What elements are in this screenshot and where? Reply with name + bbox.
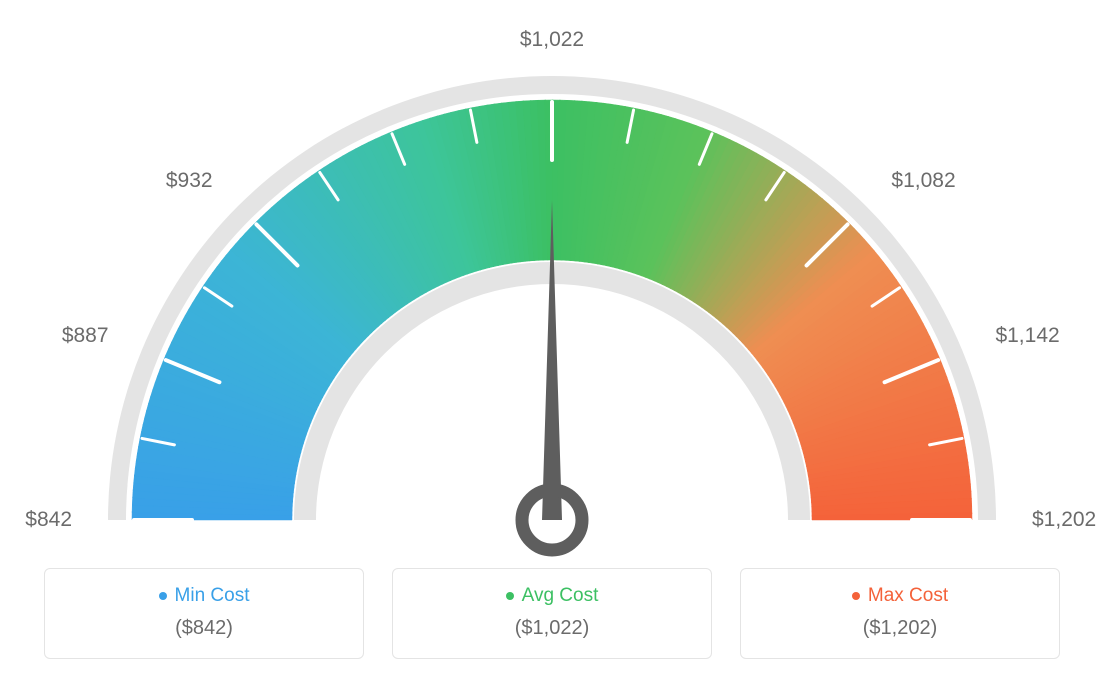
legend-title-text: Avg Cost (522, 585, 599, 607)
legend-title: Min Cost (159, 585, 250, 607)
gauge-tick-label: $1,082 (891, 169, 955, 193)
legend-title: Max Cost (852, 585, 948, 607)
gauge-tick-label: $932 (166, 169, 213, 193)
legend-dot-icon (852, 592, 860, 600)
legend-title-text: Min Cost (175, 585, 250, 607)
cost-gauge-widget: $842 $887 $932 $1,022 $1,082 $1,142 $1,202 Min… (0, 0, 1104, 690)
gauge-tick-label: $1,202 (1032, 508, 1096, 532)
legend-title: Avg Cost (506, 585, 599, 607)
legend-value: ($1,202) (759, 617, 1041, 640)
gauge-svg (0, 0, 1104, 560)
legend-value: ($842) (63, 617, 345, 640)
gauge-tick-label: $887 (62, 324, 109, 348)
gauge-area: $842 $887 $932 $1,022 $1,082 $1,142 $1,202 (0, 0, 1104, 560)
legend-row: Min Cost ($842) Avg Cost ($1,022) Max Cost ($… (0, 568, 1104, 659)
gauge-tick-label: $842 (25, 508, 72, 532)
legend-dot-icon (159, 592, 167, 600)
legend-value: ($1,022) (411, 617, 693, 640)
gauge-tick-label: $1,022 (520, 28, 584, 52)
legend-card: Min Cost ($842) (44, 568, 364, 659)
legend-card: Avg Cost ($1,022) (392, 568, 712, 659)
gauge-tick-label: $1,142 (995, 324, 1059, 348)
legend-dot-icon (506, 592, 514, 600)
legend-title-text: Max Cost (868, 585, 948, 607)
legend-card: Max Cost ($1,202) (740, 568, 1060, 659)
